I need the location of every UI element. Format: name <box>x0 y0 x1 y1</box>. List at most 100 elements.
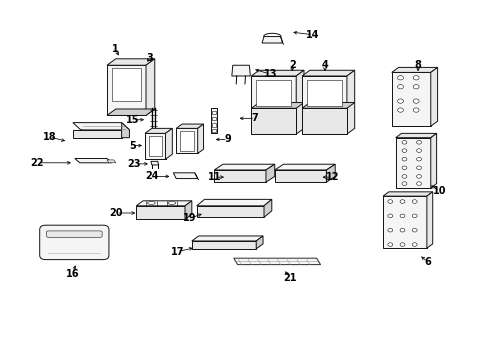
Text: 10: 10 <box>432 186 446 197</box>
Polygon shape <box>122 123 129 138</box>
Circle shape <box>387 243 392 246</box>
Bar <box>212 123 216 127</box>
Polygon shape <box>302 108 346 134</box>
Text: 7: 7 <box>251 113 258 123</box>
Polygon shape <box>112 68 141 101</box>
Bar <box>212 117 216 120</box>
Text: 19: 19 <box>183 213 196 223</box>
Circle shape <box>397 108 403 112</box>
Circle shape <box>387 228 392 232</box>
Text: 16: 16 <box>66 269 80 279</box>
Circle shape <box>399 243 404 246</box>
Polygon shape <box>391 67 437 72</box>
Text: 5: 5 <box>129 140 136 150</box>
Polygon shape <box>280 37 283 44</box>
Text: 3: 3 <box>146 53 152 63</box>
Polygon shape <box>382 192 432 196</box>
Polygon shape <box>197 124 203 153</box>
Polygon shape <box>391 72 430 126</box>
Polygon shape <box>265 164 274 182</box>
Circle shape <box>401 166 406 170</box>
Polygon shape <box>184 201 191 220</box>
Circle shape <box>397 99 403 103</box>
Polygon shape <box>264 199 271 217</box>
Polygon shape <box>296 70 304 134</box>
Text: 2: 2 <box>288 60 295 70</box>
Polygon shape <box>395 134 436 138</box>
Circle shape <box>412 99 418 103</box>
Polygon shape <box>256 80 291 107</box>
Circle shape <box>412 108 418 112</box>
Circle shape <box>411 228 416 232</box>
Polygon shape <box>326 164 334 182</box>
Text: 24: 24 <box>145 171 158 181</box>
Text: 17: 17 <box>170 247 183 257</box>
Circle shape <box>387 214 392 218</box>
Circle shape <box>387 200 392 203</box>
Text: 4: 4 <box>321 60 327 70</box>
Text: 13: 13 <box>264 69 277 79</box>
Polygon shape <box>346 70 354 134</box>
Text: 11: 11 <box>207 172 221 182</box>
Polygon shape <box>107 109 155 116</box>
Circle shape <box>397 85 403 89</box>
Polygon shape <box>180 131 193 150</box>
Polygon shape <box>145 129 172 134</box>
Text: 8: 8 <box>414 60 421 70</box>
Polygon shape <box>233 258 320 265</box>
Polygon shape <box>146 59 155 116</box>
Text: 12: 12 <box>325 172 338 182</box>
Polygon shape <box>145 134 165 159</box>
Polygon shape <box>382 196 426 248</box>
Circle shape <box>416 140 421 144</box>
Text: 21: 21 <box>283 273 296 283</box>
Polygon shape <box>176 124 203 129</box>
Text: 20: 20 <box>109 208 123 218</box>
Text: 1: 1 <box>112 44 119 54</box>
Polygon shape <box>251 76 296 134</box>
Polygon shape <box>302 103 354 108</box>
Polygon shape <box>176 129 197 153</box>
Circle shape <box>416 182 421 185</box>
Polygon shape <box>256 236 263 249</box>
Circle shape <box>412 85 418 89</box>
Polygon shape <box>251 70 304 76</box>
Text: 22: 22 <box>30 158 44 168</box>
Polygon shape <box>73 130 122 138</box>
Circle shape <box>416 175 421 178</box>
Polygon shape <box>430 67 437 126</box>
Polygon shape <box>196 199 271 206</box>
Circle shape <box>411 200 416 203</box>
Polygon shape <box>251 108 296 134</box>
Circle shape <box>416 157 421 161</box>
Bar <box>212 111 216 114</box>
Polygon shape <box>306 80 341 107</box>
Text: 23: 23 <box>127 159 141 169</box>
Circle shape <box>416 166 421 170</box>
Circle shape <box>401 140 406 144</box>
Polygon shape <box>151 161 158 165</box>
Polygon shape <box>211 108 217 134</box>
Polygon shape <box>214 164 274 170</box>
Circle shape <box>401 175 406 178</box>
Circle shape <box>411 214 416 218</box>
FancyBboxPatch shape <box>40 225 109 260</box>
Polygon shape <box>196 206 264 217</box>
Polygon shape <box>274 164 334 170</box>
Polygon shape <box>231 65 250 76</box>
Polygon shape <box>165 129 172 159</box>
Circle shape <box>411 243 416 246</box>
Text: 6: 6 <box>423 257 430 267</box>
Circle shape <box>397 76 403 80</box>
FancyBboxPatch shape <box>46 231 102 237</box>
Circle shape <box>401 149 406 152</box>
Polygon shape <box>136 206 184 220</box>
Polygon shape <box>191 236 263 241</box>
Polygon shape <box>194 173 198 180</box>
Polygon shape <box>107 59 155 65</box>
Polygon shape <box>430 134 436 188</box>
Text: 14: 14 <box>305 30 319 40</box>
Circle shape <box>412 76 418 80</box>
Polygon shape <box>191 241 256 249</box>
Polygon shape <box>149 136 161 156</box>
